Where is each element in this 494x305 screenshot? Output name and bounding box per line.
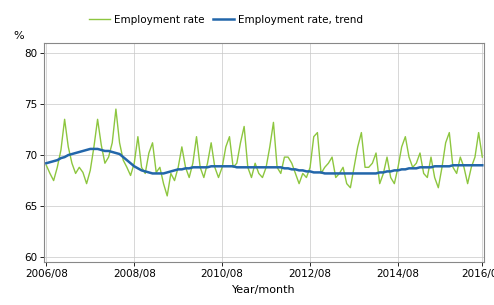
Employment rate <box>351 166 357 169</box>
Employment rate <box>43 163 49 167</box>
Employment rate <box>113 107 119 111</box>
Employment rate <box>139 166 145 169</box>
Text: %: % <box>14 30 24 41</box>
Employment rate <box>292 172 298 175</box>
Employment rate, trend <box>351 172 357 175</box>
Employment rate, trend <box>43 161 49 165</box>
Line: Employment rate: Employment rate <box>46 109 482 196</box>
Employment rate, trend <box>150 172 156 175</box>
Line: Employment rate, trend: Employment rate, trend <box>46 149 482 174</box>
Employment rate <box>164 194 170 198</box>
Employment rate, trend <box>87 147 93 151</box>
Employment rate, trend <box>479 163 485 167</box>
Employment rate <box>395 166 401 169</box>
Employment rate <box>479 155 485 159</box>
Employment rate <box>472 155 478 159</box>
Employment rate <box>168 172 174 175</box>
Employment rate, trend <box>139 169 145 172</box>
Legend: Employment rate, Employment rate, trend: Employment rate, Employment rate, trend <box>85 11 367 29</box>
Employment rate, trend <box>395 169 401 172</box>
X-axis label: Year/month: Year/month <box>233 285 296 295</box>
Employment rate, trend <box>472 163 478 167</box>
Employment rate, trend <box>168 170 174 173</box>
Employment rate, trend <box>292 167 298 171</box>
